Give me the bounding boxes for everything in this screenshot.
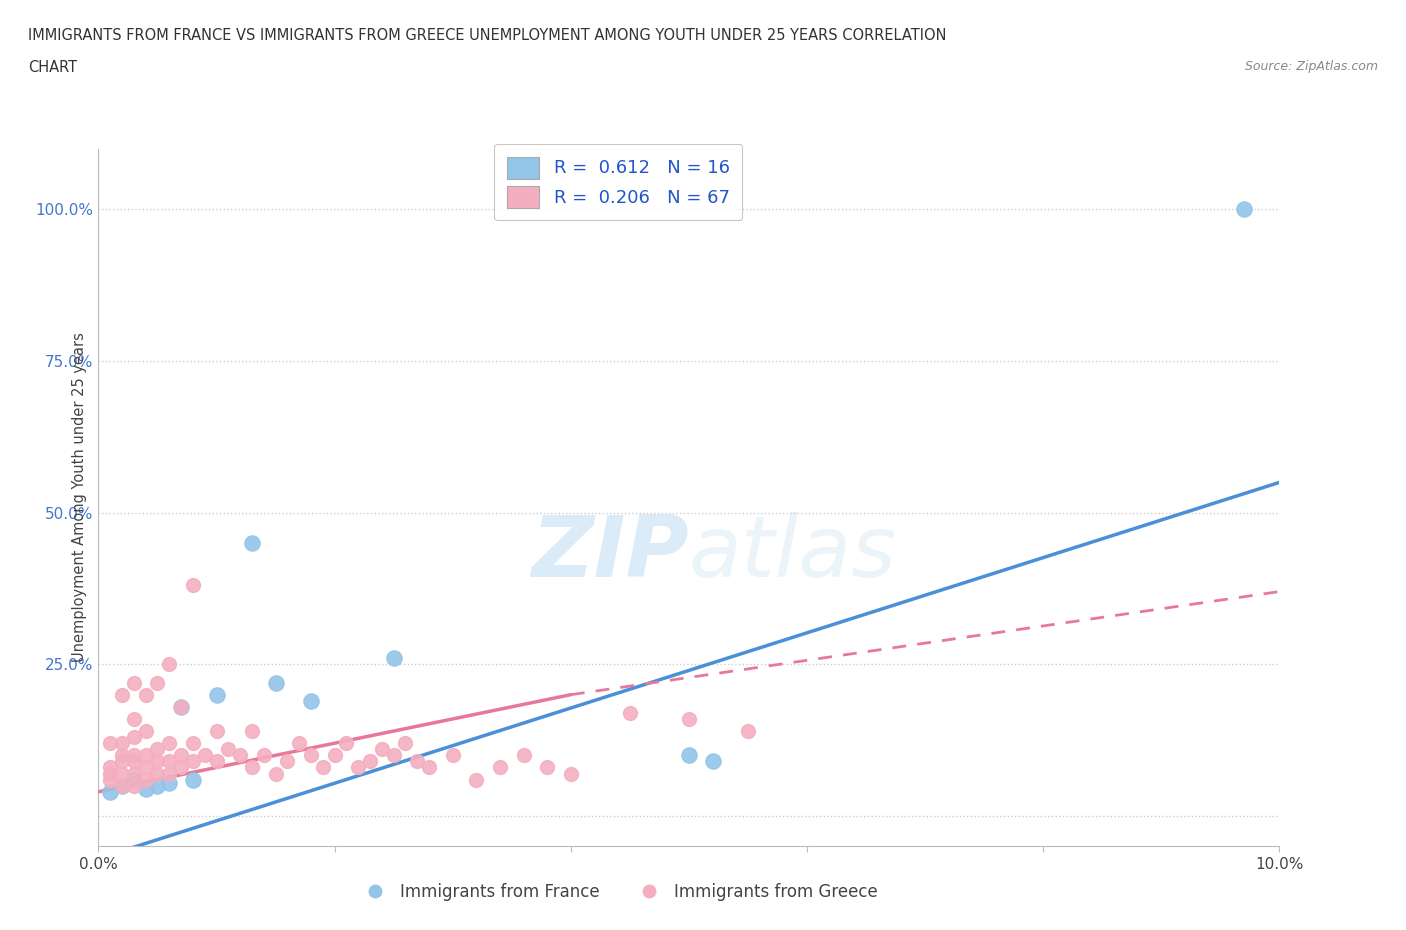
Point	[122, 766, 145, 781]
Point	[441, 748, 464, 763]
Point	[323, 748, 346, 763]
Point	[194, 748, 217, 763]
Point	[146, 766, 169, 781]
Point	[181, 578, 204, 593]
Point	[560, 766, 582, 781]
Point	[418, 760, 440, 775]
Point	[135, 724, 157, 738]
Y-axis label: Unemployment Among Youth under 25 years: Unemployment Among Youth under 25 years	[72, 333, 87, 662]
Point	[98, 760, 121, 775]
Point	[135, 748, 157, 763]
Point	[135, 781, 157, 796]
Point	[737, 724, 759, 738]
Point	[111, 766, 134, 781]
Point	[240, 536, 263, 551]
Point	[264, 675, 287, 690]
Point	[1233, 202, 1256, 217]
Point	[170, 748, 193, 763]
Point	[146, 742, 169, 757]
Point	[98, 736, 121, 751]
Point	[299, 693, 322, 708]
Point	[170, 760, 193, 775]
Point	[122, 754, 145, 769]
Point	[536, 760, 558, 775]
Point	[122, 748, 145, 763]
Point	[382, 748, 405, 763]
Point	[170, 699, 193, 714]
Point	[253, 748, 276, 763]
Point	[98, 772, 121, 787]
Point	[111, 778, 134, 793]
Point	[135, 687, 157, 702]
Text: Source: ZipAtlas.com: Source: ZipAtlas.com	[1244, 60, 1378, 73]
Point	[98, 784, 121, 799]
Point	[205, 724, 228, 738]
Point	[122, 778, 145, 793]
Point	[229, 748, 252, 763]
Point	[170, 699, 193, 714]
Point	[157, 736, 180, 751]
Point	[312, 760, 335, 775]
Point	[299, 748, 322, 763]
Point	[157, 776, 180, 790]
Point	[240, 760, 263, 775]
Point	[111, 754, 134, 769]
Point	[157, 766, 180, 781]
Text: CHART: CHART	[28, 60, 77, 75]
Point	[359, 754, 381, 769]
Point	[111, 687, 134, 702]
Point	[489, 760, 512, 775]
Point	[702, 754, 724, 769]
Point	[157, 657, 180, 671]
Point	[512, 748, 534, 763]
Point	[122, 730, 145, 745]
Point	[181, 736, 204, 751]
Point	[111, 778, 134, 793]
Point	[288, 736, 311, 751]
Point	[347, 760, 370, 775]
Point	[678, 711, 700, 726]
Point	[335, 736, 357, 751]
Point	[371, 742, 394, 757]
Text: atlas: atlas	[689, 512, 897, 595]
Point	[382, 651, 405, 666]
Legend: Immigrants from France, Immigrants from Greece: Immigrants from France, Immigrants from …	[352, 876, 884, 908]
Point	[181, 754, 204, 769]
Point	[122, 711, 145, 726]
Point	[98, 766, 121, 781]
Text: ZIP: ZIP	[531, 512, 689, 595]
Point	[276, 754, 298, 769]
Point	[111, 736, 134, 751]
Point	[135, 772, 157, 787]
Point	[111, 748, 134, 763]
Point	[406, 754, 429, 769]
Text: IMMIGRANTS FROM FRANCE VS IMMIGRANTS FROM GREECE UNEMPLOYMENT AMONG YOUTH UNDER : IMMIGRANTS FROM FRANCE VS IMMIGRANTS FRO…	[28, 28, 946, 43]
Point	[240, 724, 263, 738]
Point	[394, 736, 416, 751]
Point	[619, 706, 641, 721]
Point	[217, 742, 239, 757]
Point	[465, 772, 488, 787]
Point	[146, 778, 169, 793]
Point	[122, 675, 145, 690]
Point	[181, 772, 204, 787]
Point	[135, 760, 157, 775]
Point	[205, 687, 228, 702]
Point	[122, 772, 145, 787]
Point	[146, 675, 169, 690]
Point	[157, 754, 180, 769]
Point	[678, 748, 700, 763]
Point	[146, 754, 169, 769]
Point	[205, 754, 228, 769]
Point	[264, 766, 287, 781]
